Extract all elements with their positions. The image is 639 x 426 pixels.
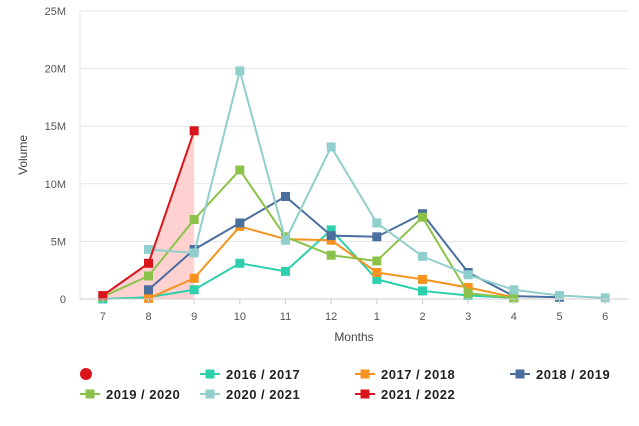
y-axis-ticks: 0 5M 10M 15M 20M 25M — [45, 6, 66, 306]
legend-item[interactable]: 2017 / 2018 — [355, 367, 455, 382]
grid-lines — [79, 10, 628, 299]
data-point[interactable] — [372, 256, 382, 266]
x-tick-label: 7 — [100, 311, 106, 323]
x-tick-label: 5 — [556, 311, 562, 323]
legend-square-marker — [360, 369, 370, 379]
legend-square-marker — [205, 369, 215, 379]
data-point[interactable] — [326, 225, 336, 235]
x-tick-label: 4 — [511, 311, 517, 323]
data-point[interactable] — [281, 266, 290, 276]
legend-item[interactable]: 2018 / 2019 — [510, 367, 610, 382]
series-line — [147, 195, 560, 299]
series-2020-2021 — [144, 66, 610, 303]
data-point[interactable] — [98, 291, 108, 301]
y-axis-title: Volume — [16, 135, 30, 175]
data-point[interactable] — [418, 251, 427, 261]
data-point[interactable] — [509, 285, 519, 295]
data-point[interactable] — [372, 232, 382, 242]
x-tick-label: 10 — [234, 311, 246, 323]
legend-square-marker — [515, 369, 525, 379]
legend-item[interactable]: 2016 / 2017 — [200, 367, 300, 382]
series-layer — [98, 66, 610, 304]
y-tick-label: 5M — [51, 236, 66, 248]
y-tick-label: 15M — [45, 121, 66, 133]
data-point[interactable] — [326, 142, 336, 152]
data-point[interactable] — [372, 274, 382, 284]
data-point[interactable] — [189, 126, 199, 136]
data-point[interactable] — [235, 66, 245, 76]
data-point[interactable] — [463, 288, 473, 298]
x-tick-label: 6 — [602, 311, 608, 323]
x-tick-label: 3 — [465, 311, 471, 323]
y-tick-label: 20M — [45, 64, 66, 76]
legend-item[interactable]: 2021 / 2022 — [355, 387, 455, 402]
data-point[interactable] — [372, 268, 382, 278]
x-tick-label: 2 — [419, 311, 425, 323]
data-point[interactable] — [144, 258, 153, 268]
series-line — [102, 168, 514, 299]
data-point[interactable] — [418, 286, 427, 296]
data-point[interactable] — [144, 293, 153, 303]
legend-label: 2016 / 2017 — [226, 367, 300, 382]
data-point[interactable] — [326, 231, 336, 241]
data-point[interactable] — [189, 285, 199, 295]
series-area — [102, 130, 195, 299]
data-point[interactable] — [463, 282, 473, 292]
data-point[interactable] — [372, 218, 382, 228]
legend-label: 2019 / 2020 — [106, 387, 180, 402]
data-point[interactable] — [281, 191, 290, 201]
data-point[interactable] — [418, 212, 427, 222]
y-tick-label: 10M — [45, 179, 66, 191]
series-2021-2022 — [98, 126, 199, 301]
legend-label: 2020 / 2021 — [226, 387, 300, 402]
legend-circle-marker — [80, 368, 92, 380]
legend-label: 2021 / 2022 — [381, 387, 455, 402]
x-axis-title: Months — [334, 330, 373, 344]
data-point[interactable] — [235, 258, 245, 268]
y-tick-label: 25M — [45, 6, 66, 18]
data-point[interactable] — [326, 235, 336, 245]
x-tick-label: 8 — [145, 311, 151, 323]
data-point[interactable] — [600, 293, 610, 303]
legend-item[interactable]: 2019 / 2020 — [80, 387, 180, 402]
data-point[interactable] — [189, 215, 199, 225]
data-point[interactable] — [418, 274, 427, 284]
y-tick-label: 0 — [60, 294, 66, 306]
data-point[interactable] — [144, 271, 153, 281]
legend-square-marker — [85, 389, 95, 399]
legend-label: 2017 / 2018 — [381, 367, 455, 382]
data-point[interactable] — [144, 244, 153, 254]
x-tick-label: 11 — [280, 311, 291, 323]
x-tick-label: 1 — [374, 311, 380, 323]
x-axis-ticks: 7 8 9 10 11 12 1 2 3 4 5 6 — [100, 299, 608, 323]
data-point[interactable] — [281, 235, 290, 245]
legend-square-marker — [360, 389, 370, 399]
legend[interactable]: 2016 / 2017 2017 / 2018 2018 / 2019 2019 / … — [80, 367, 610, 402]
data-point[interactable] — [555, 291, 564, 301]
data-point[interactable] — [235, 165, 245, 175]
data-point[interactable] — [235, 218, 245, 228]
legend-item[interactable] — [80, 368, 92, 380]
data-point[interactable] — [189, 248, 199, 258]
series-line — [102, 228, 514, 300]
x-tick-label: 12 — [325, 311, 337, 323]
legend-square-marker — [205, 389, 215, 399]
data-point[interactable] — [144, 285, 153, 295]
data-point[interactable] — [326, 250, 336, 260]
data-point[interactable] — [463, 270, 473, 280]
area-layer — [102, 130, 195, 299]
x-tick-label: 9 — [191, 311, 197, 323]
data-point[interactable] — [189, 273, 199, 283]
legend-item[interactable]: 2020 / 2021 — [200, 387, 300, 402]
data-point[interactable] — [509, 293, 519, 303]
legend-label: 2018 / 2019 — [536, 367, 610, 382]
